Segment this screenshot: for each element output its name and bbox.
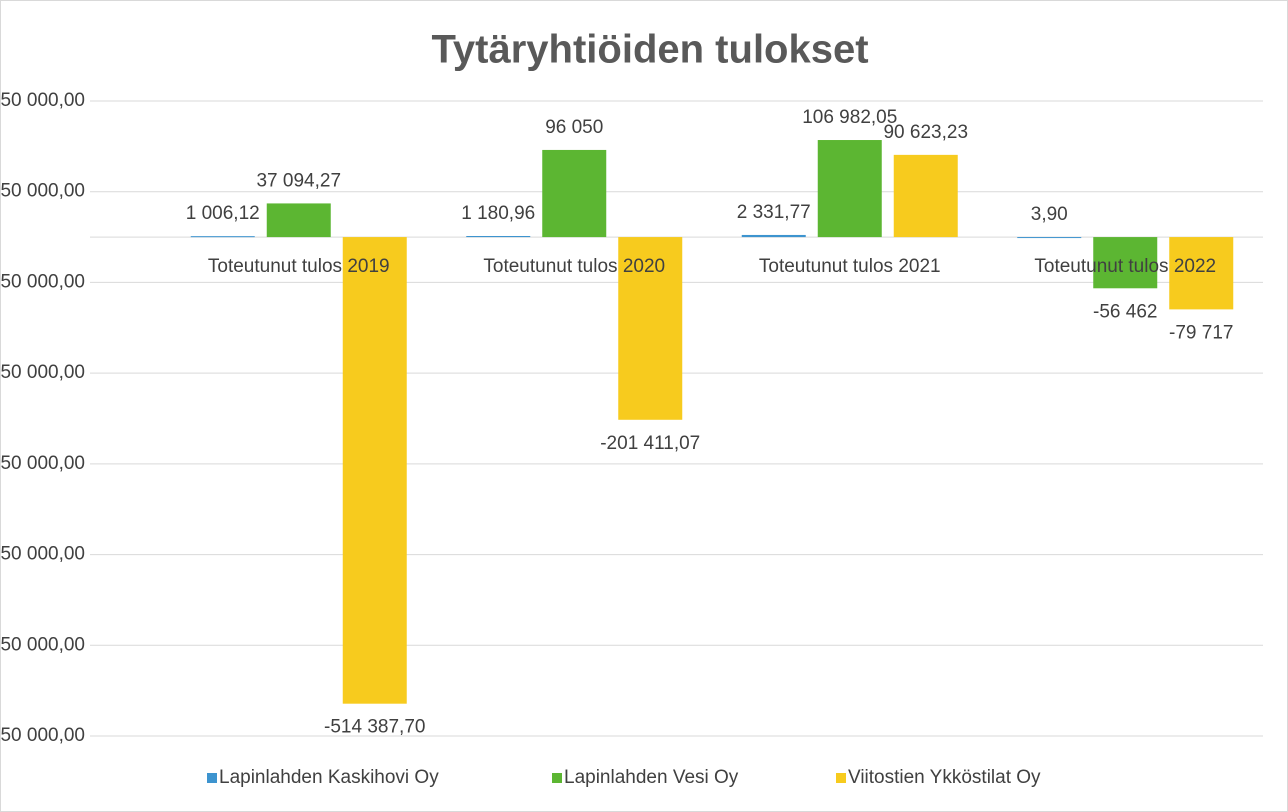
bar	[741, 234, 806, 238]
bar	[1017, 237, 1082, 239]
data-label: 96 050	[545, 117, 603, 138]
y-tick-label: -50 000,00	[0, 271, 85, 292]
y-tick-label: -550 000,00	[0, 725, 85, 746]
bar	[190, 236, 255, 238]
data-label: 3,90	[1031, 204, 1068, 225]
chart-title: Tytäryhtiöiden tulokset	[431, 28, 868, 72]
y-tick-label: -150 000,00	[0, 362, 85, 383]
y-tick-label: 50 000,00	[0, 181, 85, 202]
x-tick-label: Toteutunut tulos 2021	[759, 256, 941, 277]
bar	[618, 237, 683, 420]
x-tick-label: Toteutunut tulos 2022	[1034, 256, 1216, 277]
y-tick-label: -350 000,00	[0, 544, 85, 565]
bar	[542, 149, 607, 238]
data-label: 90 623,23	[883, 122, 968, 143]
data-label: -56 462	[1093, 301, 1157, 322]
bar	[1169, 237, 1234, 310]
data-label: -79 717	[1169, 322, 1233, 343]
y-tick-label: -250 000,00	[0, 453, 85, 474]
data-label: 1 180,96	[461, 203, 535, 224]
bar	[1093, 237, 1158, 289]
data-label: 37 094,27	[256, 170, 341, 191]
bar	[342, 237, 407, 704]
legend-marker	[552, 773, 562, 783]
bar	[817, 140, 882, 238]
y-tick-label: 150 000,00	[0, 90, 85, 111]
y-tick-label: -450 000,00	[0, 634, 85, 655]
x-tick-label: Toteutunut tulos 2019	[208, 256, 390, 277]
legend-marker	[836, 773, 846, 783]
legend-label: Viitostien Ykköstilat Oy	[848, 767, 1041, 788]
legend-label: Lapinlahden Kaskihovi Oy	[219, 767, 439, 788]
legend-label: Lapinlahden Vesi Oy	[564, 767, 739, 788]
bar	[266, 203, 331, 238]
x-tick-label: Toteutunut tulos 2020	[483, 256, 665, 277]
data-label: 2 331,77	[737, 202, 811, 223]
legend-marker	[207, 773, 217, 783]
data-label: -514 387,70	[324, 717, 425, 738]
bar	[893, 154, 958, 238]
data-label: 1 006,12	[186, 203, 260, 224]
data-label: -201 411,07	[600, 433, 700, 454]
data-label: 106 982,05	[802, 107, 897, 128]
bar	[466, 236, 531, 238]
